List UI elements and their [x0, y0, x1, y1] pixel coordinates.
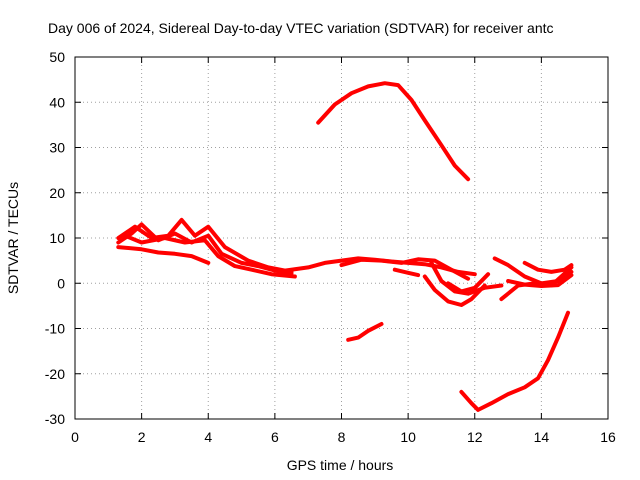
series-line-arc-b [116, 217, 294, 274]
series-line-arc-h [422, 274, 487, 307]
series-line-arc-l [492, 256, 574, 286]
y-tick-label: 40 [49, 94, 65, 110]
x-tick-label: 4 [204, 429, 212, 445]
series-line-arc-d [123, 233, 297, 279]
series-line-arc-m [506, 273, 574, 288]
series-line-arc-j [446, 272, 491, 294]
y-tick-label: 0 [57, 275, 65, 291]
x-axis: 0 2 4 6 8 10 12 14 16 [71, 57, 616, 445]
x-tick-label: 14 [534, 429, 550, 445]
series-line-arc-c [116, 245, 211, 265]
y-tick-label: -10 [45, 321, 65, 337]
x-tick-label: 2 [138, 429, 146, 445]
x-tick-label: 6 [271, 429, 279, 445]
series-line-arc-low-right [459, 310, 570, 412]
x-tick-label: 12 [467, 429, 483, 445]
y-tick-label: 10 [49, 230, 65, 246]
y-tick-label: 30 [49, 140, 65, 156]
series-line-arc-f [339, 257, 471, 281]
y-tick-label: -20 [45, 366, 65, 382]
y-axis-label: SDTVAR / TECUs [5, 182, 21, 294]
series-line-arc-g [392, 267, 421, 278]
series-line-arc-low-left [346, 322, 384, 342]
chart-title: Day 006 of 2024, Sidereal Day-to-day VTE… [48, 20, 554, 36]
x-axis-label: GPS time / hours [287, 457, 394, 473]
x-tick-label: 8 [338, 429, 346, 445]
series-group [116, 81, 574, 412]
y-tick-label: 50 [49, 49, 65, 65]
x-tick-label: 0 [71, 429, 79, 445]
series-line-arc-n [522, 260, 574, 274]
y-axis: -30 -20 -10 0 10 20 30 40 50 [45, 49, 608, 427]
series-line-arc-high [316, 81, 471, 182]
x-tick-label: 16 [600, 429, 616, 445]
y-tick-label: -30 [45, 411, 65, 427]
x-tick-label: 10 [400, 429, 416, 445]
y-tick-label: 20 [49, 185, 65, 201]
